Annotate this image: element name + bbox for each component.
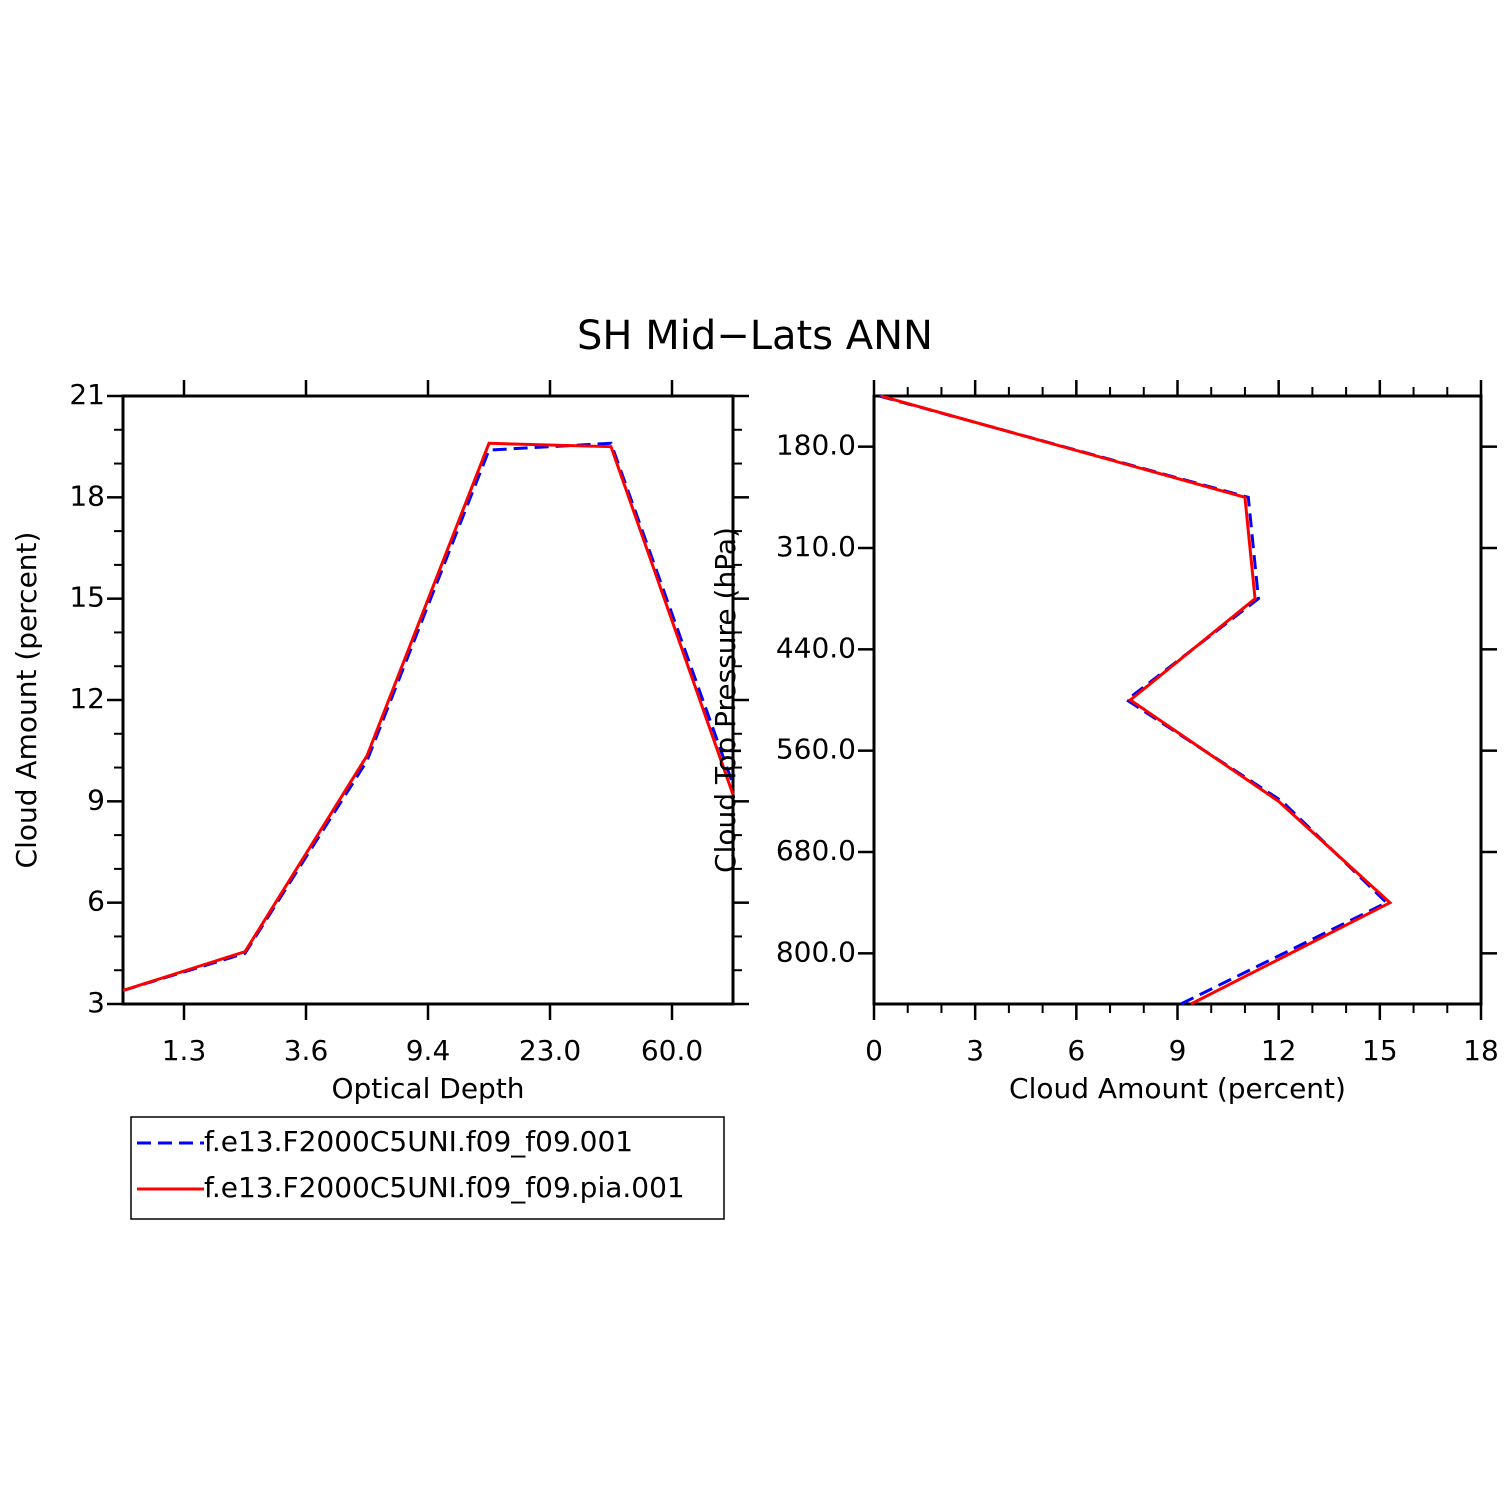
y-tick-label: 6 xyxy=(87,885,105,918)
x-tick-label: 9 xyxy=(1169,1034,1187,1067)
x-tick-label: 60.0 xyxy=(641,1034,703,1067)
x-axis-label: Optical Depth xyxy=(331,1072,524,1105)
y-tick-label: 310.0 xyxy=(776,530,856,563)
series-line xyxy=(880,394,1393,1006)
y-tick-label: 9 xyxy=(87,783,105,816)
series-line xyxy=(878,394,1390,1006)
x-axis-label: Cloud Amount (percent) xyxy=(1009,1072,1346,1105)
y-axis-label: Cloud Top Pressure (hPa) xyxy=(709,527,742,873)
x-tick-label: 0 xyxy=(865,1034,883,1067)
y-tick-label: 800.0 xyxy=(776,935,856,968)
x-tick-label: 18 xyxy=(1463,1034,1499,1067)
y-tick-label: 3 xyxy=(87,986,105,1019)
y-tick-label: 180.0 xyxy=(776,429,856,462)
series-line xyxy=(122,441,735,992)
y-tick-label: 560.0 xyxy=(776,733,856,766)
chart-title: SH Mid−Lats ANN xyxy=(577,313,933,359)
y-tick-label: 18 xyxy=(69,479,105,512)
legend-label: f.e13.F2000C5UNI.f09_f09.pia.001 xyxy=(204,1171,685,1204)
y-tick-label: 21 xyxy=(69,378,105,411)
x-tick-label: 3 xyxy=(966,1034,984,1067)
legend-label: f.e13.F2000C5UNI.f09_f09.001 xyxy=(204,1125,633,1158)
legend-box xyxy=(130,1116,725,1220)
x-tick-label: 23.0 xyxy=(519,1034,581,1067)
x-tick-label: 9.4 xyxy=(406,1034,451,1067)
x-tick-label: 15 xyxy=(1362,1034,1398,1067)
y-tick-label: 12 xyxy=(69,682,105,715)
y-tick-label: 15 xyxy=(69,581,105,614)
series-line xyxy=(122,441,735,992)
x-tick-label: 12 xyxy=(1261,1034,1297,1067)
x-tick-label: 6 xyxy=(1067,1034,1085,1067)
plot-frame xyxy=(872,394,1483,1006)
y-tick-label: 680.0 xyxy=(776,834,856,867)
y-tick-label: 440.0 xyxy=(776,631,856,664)
x-tick-label: 1.3 xyxy=(162,1034,207,1067)
y-axis-label: Cloud Amount (percent) xyxy=(10,532,43,869)
plot-frame xyxy=(121,394,735,1006)
x-tick-label: 3.6 xyxy=(284,1034,329,1067)
